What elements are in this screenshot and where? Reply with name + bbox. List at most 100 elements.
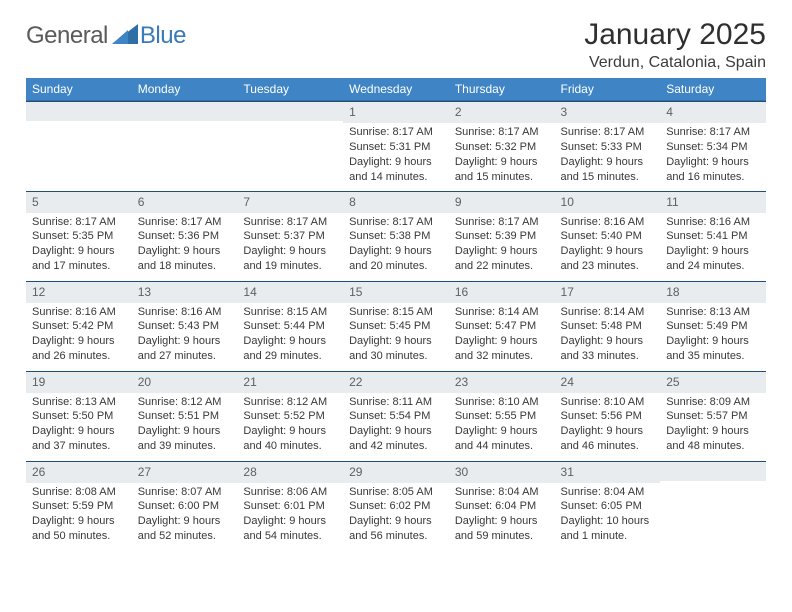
day-details: Sunrise: 8:04 AMSunset: 6:05 PMDaylight:…: [555, 483, 661, 548]
sunset-line: Sunset: 5:42 PM: [32, 319, 126, 334]
day-number: 21: [237, 371, 343, 393]
daylight-line-1: Daylight: 9 hours: [666, 244, 760, 259]
daylight-line-1: Daylight: 10 hours: [561, 514, 655, 529]
calendar-cell: [660, 461, 766, 551]
day-number: 13: [132, 281, 238, 303]
sunrise-line: Sunrise: 8:17 AM: [349, 125, 443, 140]
daylight-line-2: and 27 minutes.: [138, 349, 232, 364]
sunrise-line: Sunrise: 8:13 AM: [666, 305, 760, 320]
daylight-line-1: Daylight: 9 hours: [455, 514, 549, 529]
day-details: Sunrise: 8:17 AMSunset: 5:32 PMDaylight:…: [449, 123, 555, 188]
calendar-cell: 25Sunrise: 8:09 AMSunset: 5:57 PMDayligh…: [660, 371, 766, 461]
day-number: 22: [343, 371, 449, 393]
sunrise-line: Sunrise: 8:12 AM: [243, 395, 337, 410]
day-number: 26: [26, 461, 132, 483]
day-details: Sunrise: 8:15 AMSunset: 5:44 PMDaylight:…: [237, 303, 343, 368]
day-number: 24: [555, 371, 661, 393]
daylight-line-1: Daylight: 9 hours: [455, 334, 549, 349]
daylight-line-1: Daylight: 9 hours: [349, 424, 443, 439]
sunset-line: Sunset: 6:01 PM: [243, 499, 337, 514]
daylight-line-1: Daylight: 9 hours: [243, 334, 337, 349]
calendar-cell: 22Sunrise: 8:11 AMSunset: 5:54 PMDayligh…: [343, 371, 449, 461]
daylight-line-2: and 15 minutes.: [455, 170, 549, 185]
sunset-line: Sunset: 6:00 PM: [138, 499, 232, 514]
day-header: Saturday: [660, 78, 766, 101]
calendar-cell: 6Sunrise: 8:17 AMSunset: 5:36 PMDaylight…: [132, 191, 238, 281]
daylight-line-2: and 56 minutes.: [349, 529, 443, 544]
day-number: 1: [343, 101, 449, 123]
calendar-row: 19Sunrise: 8:13 AMSunset: 5:50 PMDayligh…: [26, 371, 766, 461]
daylight-line-1: Daylight: 9 hours: [349, 514, 443, 529]
calendar-cell: 26Sunrise: 8:08 AMSunset: 5:59 PMDayligh…: [26, 461, 132, 551]
daylight-line-2: and 52 minutes.: [138, 529, 232, 544]
sunset-line: Sunset: 5:39 PM: [455, 229, 549, 244]
calendar-cell: 15Sunrise: 8:15 AMSunset: 5:45 PMDayligh…: [343, 281, 449, 371]
day-number: 30: [449, 461, 555, 483]
daylight-line-2: and 40 minutes.: [243, 439, 337, 454]
month-title: January 2025: [584, 18, 766, 52]
calendar-cell: 21Sunrise: 8:12 AMSunset: 5:52 PMDayligh…: [237, 371, 343, 461]
day-details: Sunrise: 8:11 AMSunset: 5:54 PMDaylight:…: [343, 393, 449, 458]
daylight-line-1: Daylight: 9 hours: [561, 244, 655, 259]
day-details: Sunrise: 8:17 AMSunset: 5:34 PMDaylight:…: [660, 123, 766, 188]
day-number: 31: [555, 461, 661, 483]
sunrise-line: Sunrise: 8:17 AM: [138, 215, 232, 230]
day-details: Sunrise: 8:17 AMSunset: 5:31 PMDaylight:…: [343, 123, 449, 188]
sunrise-line: Sunrise: 8:16 AM: [561, 215, 655, 230]
daylight-line-1: Daylight: 9 hours: [243, 424, 337, 439]
sunrise-line: Sunrise: 8:17 AM: [455, 215, 549, 230]
day-details: Sunrise: 8:04 AMSunset: 6:04 PMDaylight:…: [449, 483, 555, 548]
daylight-line-2: and 1 minute.: [561, 529, 655, 544]
sunset-line: Sunset: 5:59 PM: [32, 499, 126, 514]
daylight-line-1: Daylight: 9 hours: [666, 155, 760, 170]
sunset-line: Sunset: 5:45 PM: [349, 319, 443, 334]
daylight-line-1: Daylight: 9 hours: [349, 155, 443, 170]
calendar-cell: 23Sunrise: 8:10 AMSunset: 5:55 PMDayligh…: [449, 371, 555, 461]
sunset-line: Sunset: 5:40 PM: [561, 229, 655, 244]
day-number: 8: [343, 191, 449, 213]
page-header: General Blue January 2025 Verdun, Catalo…: [26, 18, 766, 72]
day-details: Sunrise: 8:14 AMSunset: 5:48 PMDaylight:…: [555, 303, 661, 368]
title-block: January 2025 Verdun, Catalonia, Spain: [584, 18, 766, 72]
daylight-line-1: Daylight: 9 hours: [455, 244, 549, 259]
sunset-line: Sunset: 5:54 PM: [349, 409, 443, 424]
calendar-cell: 1Sunrise: 8:17 AMSunset: 5:31 PMDaylight…: [343, 101, 449, 191]
sunset-line: Sunset: 5:47 PM: [455, 319, 549, 334]
sunset-line: Sunset: 5:56 PM: [561, 409, 655, 424]
sunset-line: Sunset: 5:35 PM: [32, 229, 126, 244]
daylight-line-2: and 24 minutes.: [666, 259, 760, 274]
sunrise-line: Sunrise: 8:17 AM: [666, 125, 760, 140]
calendar-cell: [26, 101, 132, 191]
calendar-cell: 20Sunrise: 8:12 AMSunset: 5:51 PMDayligh…: [132, 371, 238, 461]
sunrise-line: Sunrise: 8:09 AM: [666, 395, 760, 410]
day-header: Wednesday: [343, 78, 449, 101]
day-details: Sunrise: 8:10 AMSunset: 5:56 PMDaylight:…: [555, 393, 661, 458]
daylight-line-2: and 14 minutes.: [349, 170, 443, 185]
sunset-line: Sunset: 5:55 PM: [455, 409, 549, 424]
daylight-line-1: Daylight: 9 hours: [455, 424, 549, 439]
calendar-cell: 27Sunrise: 8:07 AMSunset: 6:00 PMDayligh…: [132, 461, 238, 551]
sunrise-line: Sunrise: 8:13 AM: [32, 395, 126, 410]
day-header: Monday: [132, 78, 238, 101]
sunrise-line: Sunrise: 8:10 AM: [561, 395, 655, 410]
day-number: 10: [555, 191, 661, 213]
day-number: 6: [132, 191, 238, 213]
sunrise-line: Sunrise: 8:15 AM: [243, 305, 337, 320]
sunrise-line: Sunrise: 8:07 AM: [138, 485, 232, 500]
sunset-line: Sunset: 6:05 PM: [561, 499, 655, 514]
sunrise-line: Sunrise: 8:11 AM: [349, 395, 443, 410]
daylight-line-2: and 32 minutes.: [455, 349, 549, 364]
daylight-line-1: Daylight: 9 hours: [243, 514, 337, 529]
calendar-cell: 17Sunrise: 8:14 AMSunset: 5:48 PMDayligh…: [555, 281, 661, 371]
calendar-cell: 4Sunrise: 8:17 AMSunset: 5:34 PMDaylight…: [660, 101, 766, 191]
day-number: 7: [237, 191, 343, 213]
daylight-line-1: Daylight: 9 hours: [666, 424, 760, 439]
daylight-line-2: and 26 minutes.: [32, 349, 126, 364]
day-number: 11: [660, 191, 766, 213]
calendar-cell: 29Sunrise: 8:05 AMSunset: 6:02 PMDayligh…: [343, 461, 449, 551]
daylight-line-1: Daylight: 9 hours: [349, 244, 443, 259]
daylight-line-2: and 19 minutes.: [243, 259, 337, 274]
calendar-row: 12Sunrise: 8:16 AMSunset: 5:42 PMDayligh…: [26, 281, 766, 371]
day-details: Sunrise: 8:07 AMSunset: 6:00 PMDaylight:…: [132, 483, 238, 548]
calendar-cell: 18Sunrise: 8:13 AMSunset: 5:49 PMDayligh…: [660, 281, 766, 371]
